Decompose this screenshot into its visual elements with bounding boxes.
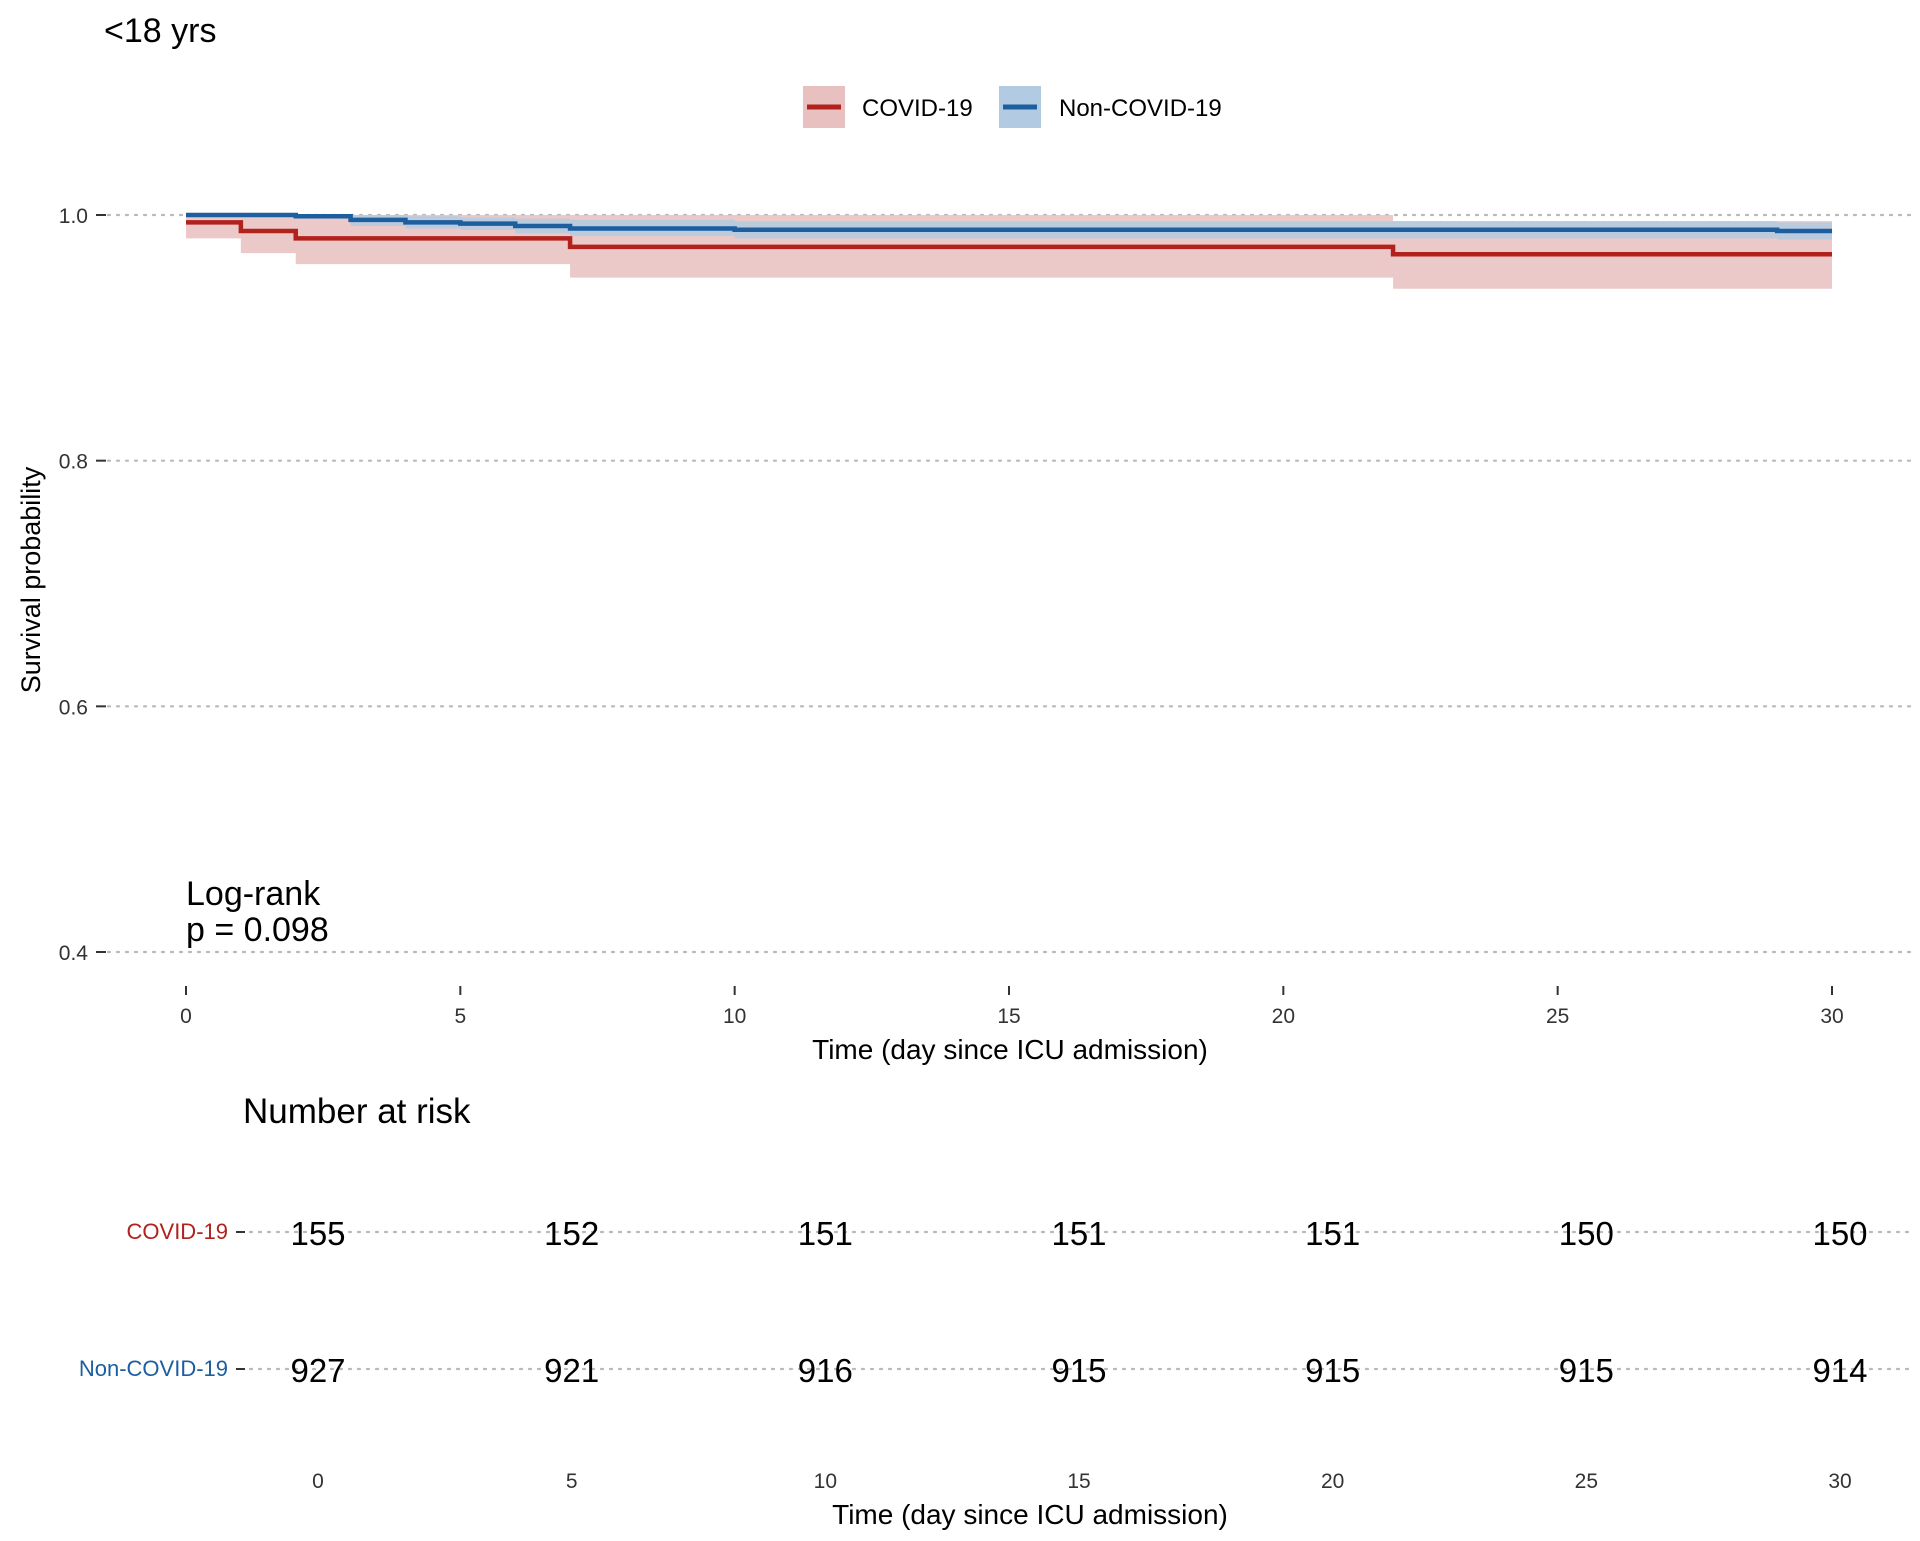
risk-value: 150 (1559, 1215, 1614, 1252)
risk-row-label: COVID-19 (127, 1219, 228, 1244)
logrank-p-value: p = 0.098 (186, 911, 329, 949)
legend-label: COVID-19 (862, 95, 973, 122)
risk-value: 152 (544, 1215, 599, 1252)
x-tick-label: 0 (180, 1005, 192, 1028)
survival-curve (186, 220, 1832, 257)
x-tick-label: 10 (723, 1005, 746, 1028)
x-axis-label: Time (day since ICU admission) (812, 1034, 1208, 1065)
risk-x-tick-label: 5 (566, 1470, 578, 1493)
risk-table-title: Number at risk (243, 1092, 471, 1131)
y-tick-label: 0.8 (59, 451, 88, 474)
risk-value: 915 (1051, 1352, 1106, 1389)
risk-value: 915 (1305, 1352, 1360, 1389)
y-tick-label: 0.6 (59, 696, 88, 719)
survival-curve (186, 212, 1832, 234)
risk-x-tick-label: 0 (312, 1470, 324, 1493)
risk-x-tick-label: 25 (1575, 1470, 1598, 1493)
x-tick-label: 30 (1820, 1005, 1843, 1028)
confidence-band (186, 215, 1832, 240)
risk-value: 927 (290, 1352, 345, 1389)
risk-x-tick-label: 15 (1067, 1470, 1090, 1493)
risk-x-tick-label: 20 (1321, 1470, 1344, 1493)
risk-value: 151 (1051, 1215, 1106, 1252)
risk-value: 921 (544, 1352, 599, 1389)
risk-value: 150 (1812, 1215, 1867, 1252)
y-tick-label: 0.4 (59, 942, 89, 965)
risk-x-tick-label: 10 (814, 1470, 837, 1493)
risk-value: 916 (798, 1352, 853, 1389)
risk-value: 155 (290, 1215, 345, 1252)
chart-title: <18 yrs (104, 12, 216, 50)
x-tick-label: 20 (1272, 1005, 1295, 1028)
y-tick-label: 1.0 (59, 205, 88, 228)
risk-value: 914 (1812, 1352, 1867, 1389)
x-tick-label: 5 (454, 1005, 466, 1028)
legend-label: Non-COVID-19 (1059, 95, 1222, 122)
risk-x-tick-label: 30 (1828, 1470, 1851, 1493)
x-tick-label: 15 (997, 1005, 1020, 1028)
risk-value: 151 (798, 1215, 853, 1252)
risk-value: 915 (1559, 1352, 1614, 1389)
logrank-label: Log-rank (186, 875, 321, 913)
x-tick-label: 25 (1546, 1005, 1569, 1028)
risk-table-x-axis-label: Time (day since ICU admission) (832, 1499, 1228, 1530)
risk-value: 151 (1305, 1215, 1360, 1252)
risk-row-label: Non-COVID-19 (79, 1356, 228, 1381)
y-axis-label: Survival probability (16, 466, 46, 693)
